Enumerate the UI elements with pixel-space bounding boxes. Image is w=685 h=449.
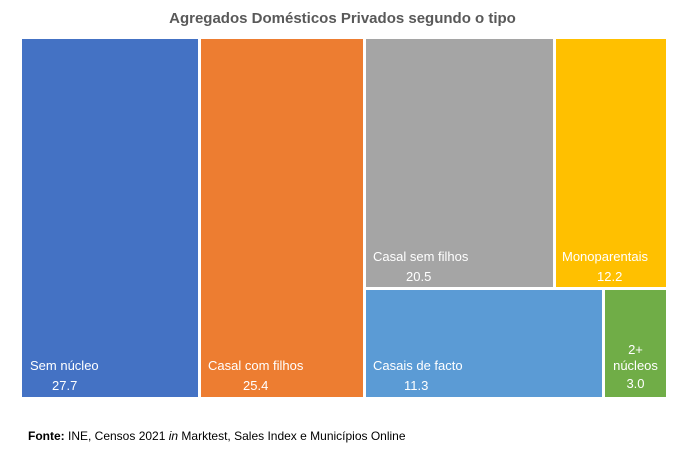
treemap-tile xyxy=(366,290,602,397)
source-text: INE, Censos 2021 xyxy=(68,429,166,443)
tile-value: 25.4 xyxy=(243,378,269,393)
tile-label: Casais de facto xyxy=(373,358,463,373)
treemap-tile xyxy=(201,39,363,397)
treemap-tile xyxy=(556,39,666,287)
treemap-tile xyxy=(605,290,666,397)
tile-value: 27.7 xyxy=(52,378,78,393)
tile-value: 3.0 xyxy=(626,376,645,391)
tile-label: Sem núcleo xyxy=(30,358,99,373)
tile-label: Casal sem filhos xyxy=(373,249,469,264)
tile-label: Monoparentais xyxy=(562,249,648,264)
source-italic: in xyxy=(168,429,179,443)
tile-value: 12.2 xyxy=(597,269,623,284)
treemap-tile xyxy=(366,39,553,287)
chart-title: Agregados Domésticos Privados segundo o … xyxy=(169,10,516,27)
tile-label: Casal com filhos xyxy=(208,358,304,373)
source-note: Fonte: INE, Censos 2021 in Marktest, Sal… xyxy=(28,429,406,443)
source-text-after: Marktest, Sales Index e Municípios Onlin… xyxy=(181,429,406,443)
treemap-tile xyxy=(22,39,198,397)
tile-value: 20.5 xyxy=(406,269,432,284)
tile-label: 2+ núcleos xyxy=(613,342,658,373)
source-label: Fonte: xyxy=(28,429,65,443)
tile-value: 11.3 xyxy=(404,378,429,393)
